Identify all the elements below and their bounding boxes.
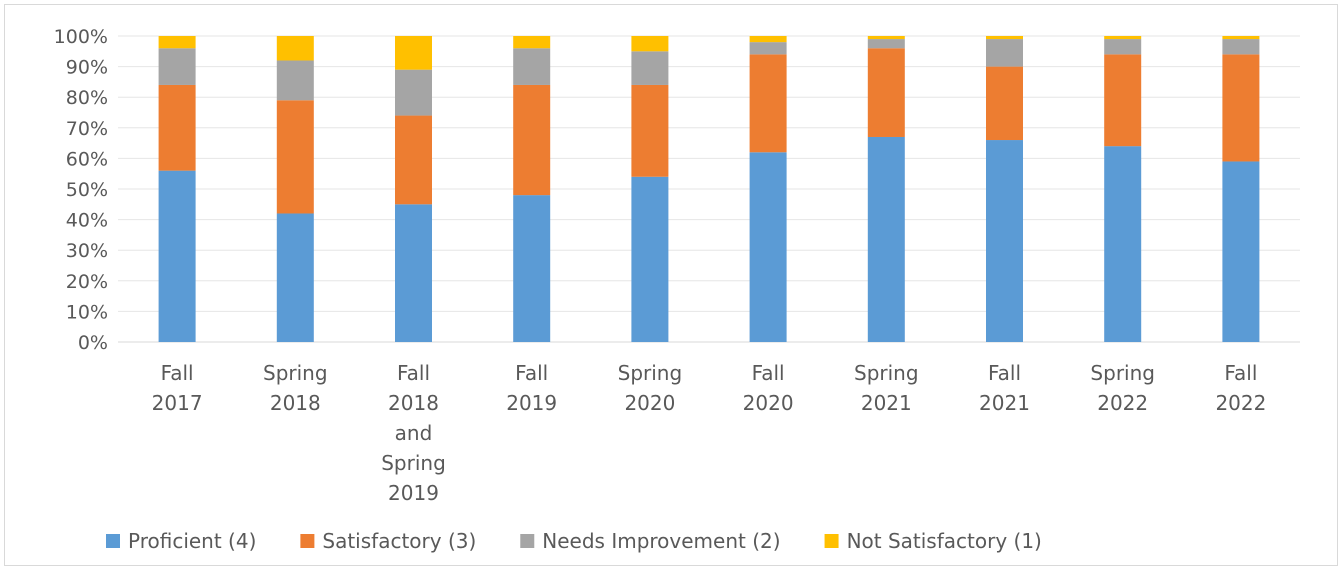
bar-segment [867,39,905,49]
y-axis: 0% 10% 20% 30% 40% 50% 60% 70% 80% 90% 100% [54,26,108,354]
bar-segment [986,39,1023,67]
x-tick-label: Fall 2018 and Spring 2019 [381,361,446,505]
bar-segment [986,66,1023,141]
bar-segment [749,36,787,43]
x-tick-label: Fall 2017 [152,361,203,415]
bar-segment [158,84,196,171]
bar-segment [986,36,1023,40]
bar-segment [395,36,432,70]
y-tick-label: 20% [66,271,108,293]
x-tick-label: Fall 2021 [979,361,1030,415]
legend-item: Satisfactory (3) [300,529,476,553]
bar-segment [631,84,669,177]
bar-segment [276,36,314,61]
bar-segment [867,136,905,342]
chart-frame [4,4,1338,566]
x-tick-label: Spring 2022 [1090,361,1155,415]
y-tick-label: 60% [66,148,108,170]
y-tick-label: 30% [66,240,108,262]
x-tick-label: Fall 2022 [1215,361,1266,415]
bar-segment [1104,39,1142,55]
legend-label: Proficient (4) [128,529,256,553]
bar-segment [513,36,551,49]
legend-swatch [300,534,315,548]
bar-segment [513,48,551,85]
bar-segment [749,42,787,55]
bar-segment [749,54,787,153]
bar-segment [631,176,669,342]
legend-swatch [520,534,535,548]
y-tick-label: 40% [66,210,108,232]
bar-segment [395,115,432,205]
y-tick-label: 50% [66,179,108,201]
legend-item: Needs Improvement (2) [520,529,781,553]
bar-segment [158,48,196,85]
bar-segment [276,60,314,101]
bar-segment [395,204,432,342]
x-axis: Fall 2017 Spring 2018 Fall 2018 and Spring 2019 F… [152,361,1267,505]
bar-segment [986,140,1023,342]
y-tick-label: 100% [54,26,108,48]
x-tick-label: Fall 2019 [506,361,557,415]
x-tick-label: Fall 2020 [743,361,794,415]
y-tick-label: 0% [78,332,108,354]
legend-label: Satisfactory (3) [322,529,476,553]
bar-segment [867,36,905,40]
x-tick-label: Spring 2018 [263,361,328,415]
y-tick-label: 80% [66,87,108,109]
legend-swatch [106,534,120,548]
bar-segment [1104,146,1142,342]
legend-label: Not Satisfactory (1) [847,529,1042,553]
bar-segment [1222,54,1260,162]
bar-segment [1222,36,1260,40]
bar-segment [158,36,196,49]
y-tick-label: 10% [66,301,108,323]
bar-segment [631,36,669,52]
legend-swatch [824,534,839,548]
gridlines [118,35,1300,343]
bar-segment [749,152,787,342]
bar-segment [513,84,551,196]
bar-segment [1222,161,1260,342]
legend-item: Not Satisfactory (1) [824,529,1042,553]
legend-item: Proficient (4) [106,529,256,553]
legend: Proficient (4) Satisfactory (3) Needs Impr… [106,529,1042,553]
bars [158,36,1260,342]
x-tick-label: Spring 2020 [618,361,683,415]
bar-segment [513,195,551,342]
bar-segment [1104,54,1142,147]
x-tick-label: Spring 2021 [854,361,919,415]
bar-segment [631,51,669,85]
bar-segment [276,213,314,342]
bar-segment [395,69,432,116]
bar-segment [867,48,905,137]
bar-segment [1104,36,1142,40]
legend-label: Needs Improvement (2) [542,529,780,553]
y-tick-label: 90% [66,57,108,79]
bar-segment [276,100,314,214]
bar-segment [1222,39,1260,55]
bar-segment [158,170,196,342]
y-tick-label: 70% [66,118,108,140]
